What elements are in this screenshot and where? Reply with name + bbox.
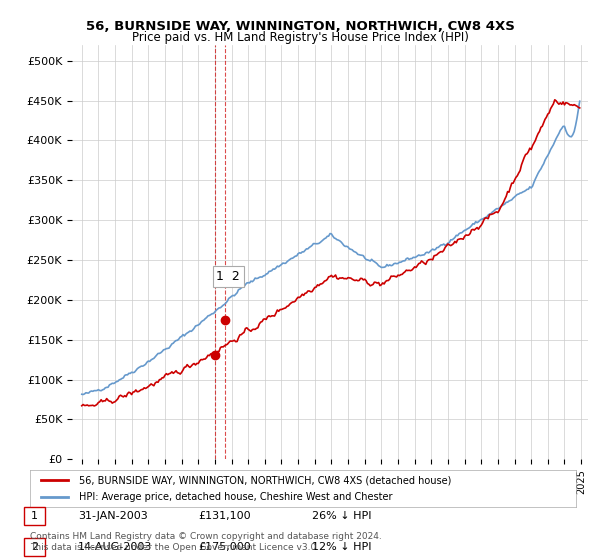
Text: £131,100: £131,100 <box>198 511 251 521</box>
Text: Contains HM Land Registry data © Crown copyright and database right 2024.
This d: Contains HM Land Registry data © Crown c… <box>30 532 382 552</box>
Text: 1: 1 <box>31 511 38 521</box>
Text: 1  2: 1 2 <box>216 270 240 283</box>
Text: 31-JAN-2003: 31-JAN-2003 <box>78 511 148 521</box>
Text: 56, BURNSIDE WAY, WINNINGTON, NORTHWICH, CW8 4XS: 56, BURNSIDE WAY, WINNINGTON, NORTHWICH,… <box>86 20 514 32</box>
Text: 26% ↓ HPI: 26% ↓ HPI <box>312 511 371 521</box>
Text: HPI: Average price, detached house, Cheshire West and Chester: HPI: Average price, detached house, Ches… <box>79 492 392 502</box>
Text: Price paid vs. HM Land Registry's House Price Index (HPI): Price paid vs. HM Land Registry's House … <box>131 31 469 44</box>
Text: 2: 2 <box>31 542 38 552</box>
Text: 12% ↓ HPI: 12% ↓ HPI <box>312 542 371 552</box>
Text: 14-AUG-2003: 14-AUG-2003 <box>78 542 152 552</box>
Text: 56, BURNSIDE WAY, WINNINGTON, NORTHWICH, CW8 4XS (detached house): 56, BURNSIDE WAY, WINNINGTON, NORTHWICH,… <box>79 475 452 485</box>
Text: £175,000: £175,000 <box>198 542 251 552</box>
